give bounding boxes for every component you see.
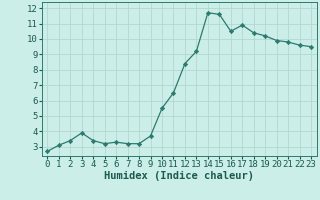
X-axis label: Humidex (Indice chaleur): Humidex (Indice chaleur) (104, 171, 254, 181)
